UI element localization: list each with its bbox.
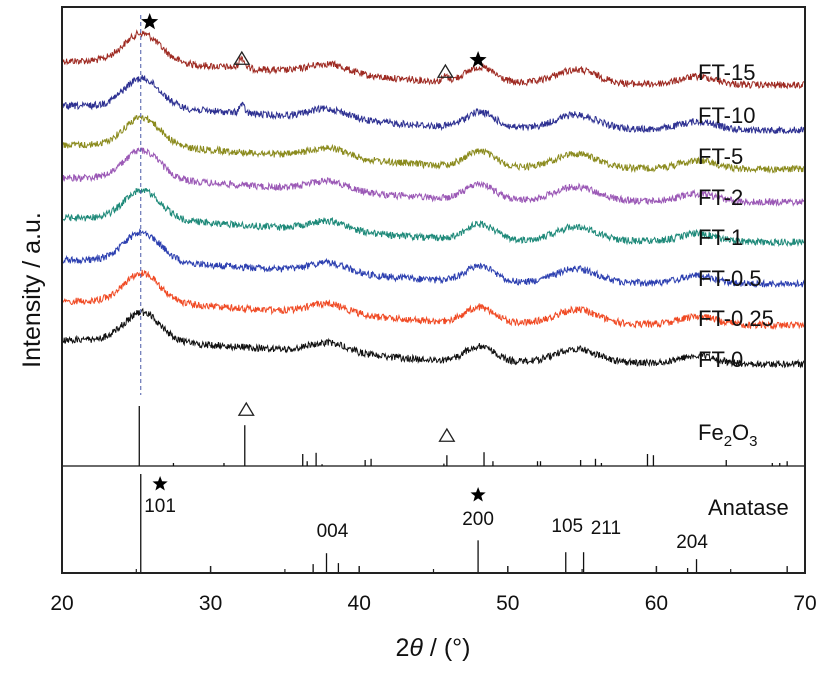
series-label: FT-0.5 [698, 266, 762, 291]
hkl-label: 004 [317, 521, 349, 542]
series-label: FT-15 [698, 60, 755, 85]
y-axis-label: Intensity / a.u. [18, 212, 46, 368]
peak-markers [141, 13, 487, 502]
fe2o3-label-sub2: 2 [724, 433, 732, 450]
hkl-labels: 101 004 200 105 211 204 [144, 496, 708, 553]
fe2o3-label-fe: Fe [698, 420, 724, 445]
series-label: FT-0 [698, 347, 743, 372]
series-label: FT-2 [698, 185, 743, 210]
x-axis-label: 2θ / (°) [396, 634, 471, 662]
axis-ticks: 20 30 40 50 60 70 [50, 566, 817, 615]
hkl-label: 101 [144, 496, 176, 517]
series-labels: FT-15 FT-10 FT-5 FT-2 FT-1 FT-0.5 FT-0.25 FT-0 [698, 60, 774, 372]
hkl-label: 105 [551, 516, 583, 537]
xrd-traces [62, 29, 806, 369]
hkl-label: 200 [462, 509, 494, 530]
x-tick-label: 50 [496, 592, 519, 615]
trace-ft-0_5 [62, 228, 806, 289]
hkl-label: 204 [676, 532, 708, 553]
fe2o3-label-sub3: 3 [749, 433, 757, 450]
trace-ft-0 [62, 307, 806, 369]
series-label: FT-5 [698, 144, 743, 169]
trace-ft-2 [62, 147, 806, 208]
plot-border [61, 6, 806, 574]
fe2o3-label-o: O [732, 420, 749, 445]
series-label: FT-1 [698, 225, 743, 250]
star-marker-icon [470, 487, 486, 502]
triangle-marker-icon [237, 401, 255, 416]
x-tick-label: 70 [793, 592, 816, 615]
trace-ft-1 [62, 187, 806, 248]
triangle-marker-icon [233, 50, 251, 65]
star-marker-icon [141, 13, 159, 30]
series-label: FT-10 [698, 103, 755, 128]
x-axis-label-theta: θ [409, 634, 423, 662]
triangle-marker-icon [438, 427, 456, 442]
x-tick-label: 60 [645, 592, 668, 615]
hkl-label: 211 [591, 518, 621, 539]
trace-ft-10 [62, 74, 806, 135]
star-marker-icon [152, 476, 168, 491]
plot-frame [61, 6, 806, 574]
trace-ft-15 [62, 29, 805, 90]
x-tick-label: 40 [348, 592, 371, 615]
trace-ft-5 [62, 115, 805, 174]
x-axis-label-suffix: / (°) [423, 634, 471, 662]
triangle-marker-icon [436, 63, 454, 78]
fe2o3-label: Fe2O3 [698, 420, 758, 450]
star-marker-icon [469, 51, 487, 68]
trace-ft-0_25 [62, 269, 806, 331]
x-tick-label: 30 [199, 592, 222, 615]
x-axis-label-prefix: 2 [396, 634, 410, 662]
reference-sticks [62, 406, 805, 573]
anatase-label: Anatase [708, 495, 789, 520]
series-label: FT-0.25 [698, 306, 774, 331]
x-tick-label: 20 [50, 592, 73, 615]
